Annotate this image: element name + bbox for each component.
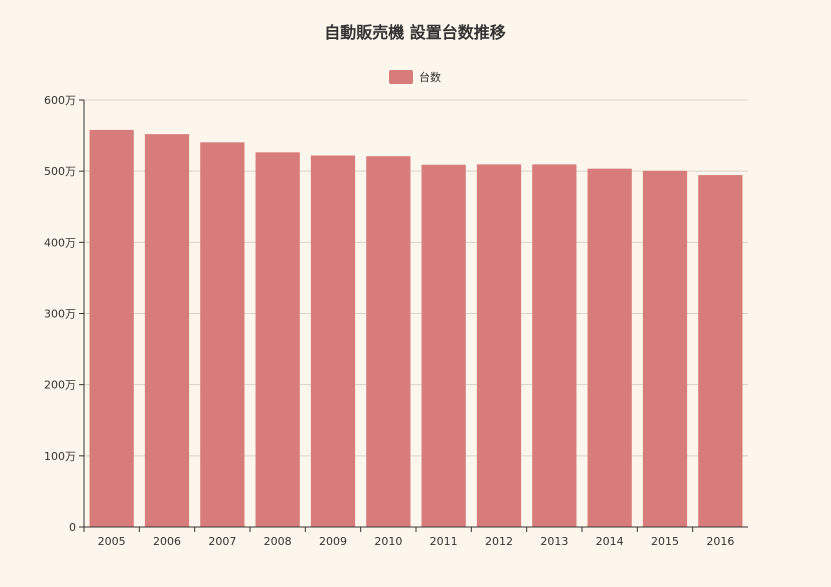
legend-label[interactable]: 台数 <box>419 70 441 84</box>
x-axis-ticks: 2005 2006 2007 2008 2009 2010 2011 2012 2013 2014… <box>83 527 734 548</box>
bar-2006[interactable] <box>144 134 190 527</box>
y-tick-label: 0 <box>69 521 76 534</box>
x-tick-label: 2012 <box>485 535 513 548</box>
x-tick-label: 2008 <box>264 535 292 548</box>
chart-title: 自動販売機 設置台数推移 <box>324 23 506 42</box>
bar-2007[interactable] <box>200 142 245 527</box>
bar-2011[interactable] <box>421 164 466 528</box>
x-tick-label: 2007 <box>208 535 236 548</box>
bar-2014[interactable] <box>587 168 632 527</box>
bar-2010[interactable] <box>366 156 411 527</box>
x-tick-label: 2005 <box>98 535 126 548</box>
x-tick-label: 2015 <box>651 535 679 548</box>
bars <box>89 129 743 528</box>
x-tick-label: 2016 <box>706 535 734 548</box>
bar-2015[interactable] <box>642 170 688 527</box>
bar-2005[interactable] <box>89 129 134 527</box>
x-tick-label: 2006 <box>153 535 181 548</box>
x-tick-label: 2011 <box>430 535 458 548</box>
bar-2012[interactable] <box>476 164 522 528</box>
y-tick-label: 600万 <box>44 94 76 107</box>
x-tick-label: 2010 <box>374 535 402 548</box>
y-tick-label: 500万 <box>44 165 76 178</box>
bar-2009[interactable] <box>310 155 356 527</box>
y-tick-label: 200万 <box>44 379 76 392</box>
bar-2008[interactable] <box>255 152 300 527</box>
y-axis-ticks: 0 100万 200万 300万 400万 500万 600万 <box>44 94 84 534</box>
y-tick-label: 300万 <box>44 308 76 321</box>
bar-2013[interactable] <box>532 164 577 528</box>
grid-lines <box>84 99 748 457</box>
legend-swatch[interactable] <box>389 70 413 84</box>
y-tick-label: 100万 <box>44 450 76 463</box>
legend[interactable]: 台数 <box>389 70 441 84</box>
x-tick-label: 2009 <box>319 535 347 548</box>
y-tick-label: 400万 <box>44 236 76 249</box>
bar-2016[interactable] <box>698 175 743 528</box>
x-tick-label: 2013 <box>540 535 568 548</box>
x-tick-label: 2014 <box>596 535 624 548</box>
